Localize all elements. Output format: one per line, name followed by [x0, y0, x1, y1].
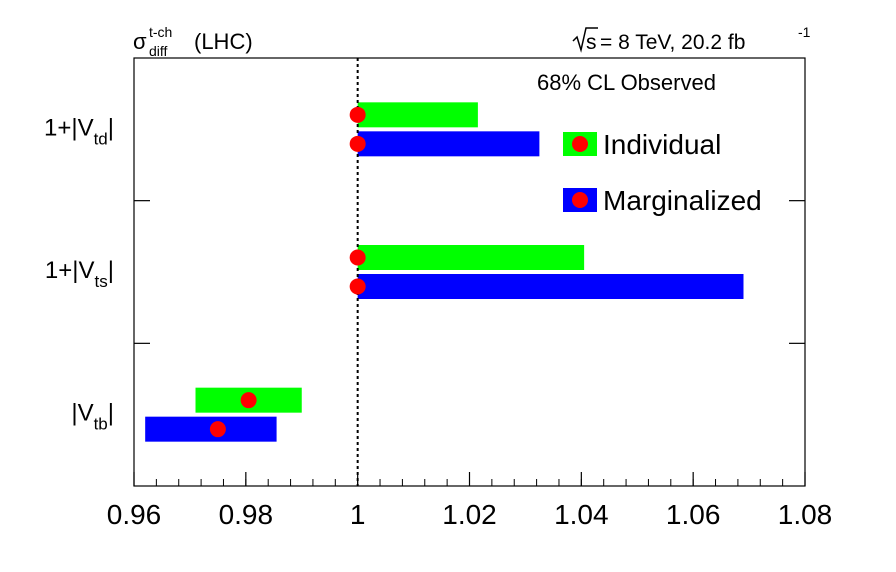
legend: Individual Marginalized [563, 129, 762, 216]
x-tick-label: 1.02 [442, 499, 497, 530]
sigma-symbol: σ [133, 29, 147, 54]
energy-label: = 8 TeV, 20.2 fb [600, 31, 745, 54]
interval-bar-marginalized [357, 131, 540, 157]
central-value-marker [349, 106, 366, 123]
y-category-label: 1+|Vtd| [44, 114, 114, 148]
y-axis: 1+|Vtd| 1+|Vts| |Vtb| [44, 114, 805, 434]
legend-marker [572, 136, 588, 152]
cl-annotation: 68% CL Observed [537, 70, 716, 95]
interval-bar-individual [357, 102, 478, 128]
lumi-exponent: -1 [798, 24, 811, 40]
sigma-subscript: diff [149, 43, 168, 59]
x-tick-label: 1 [350, 499, 366, 530]
central-value-marker [349, 249, 366, 266]
x-tick-label: 1.08 [778, 499, 833, 530]
x-tick-label: 0.96 [107, 499, 162, 530]
x-tick-label: 1.06 [666, 499, 721, 530]
interval-bar-marginalized [357, 274, 744, 299]
energy-root: s [586, 31, 597, 54]
sigma-suffix: (LHC) [194, 29, 253, 54]
central-value-markers [209, 106, 366, 438]
x-axis: 0.96 0.98 1 1.02 1.04 1.06 1.08 [107, 472, 833, 530]
x-tick-label: 0.98 [219, 499, 274, 530]
central-value-marker [349, 278, 366, 295]
legend-label: Individual [603, 129, 721, 160]
y-category-label: 1+|Vts| [45, 257, 114, 291]
legend-marker [572, 192, 588, 208]
sigma-label: σ [133, 29, 147, 54]
sigma-superscript: t-ch [149, 24, 172, 40]
x-tick-label: 1.04 [554, 499, 609, 530]
central-value-marker [349, 135, 366, 152]
legend-label: Marginalized [603, 185, 762, 216]
central-value-marker [240, 392, 257, 409]
sqrt-icon [572, 27, 598, 53]
y-category-label: |Vtb| [71, 400, 114, 434]
central-value-marker [209, 421, 226, 438]
interval-bar-individual [357, 245, 585, 270]
